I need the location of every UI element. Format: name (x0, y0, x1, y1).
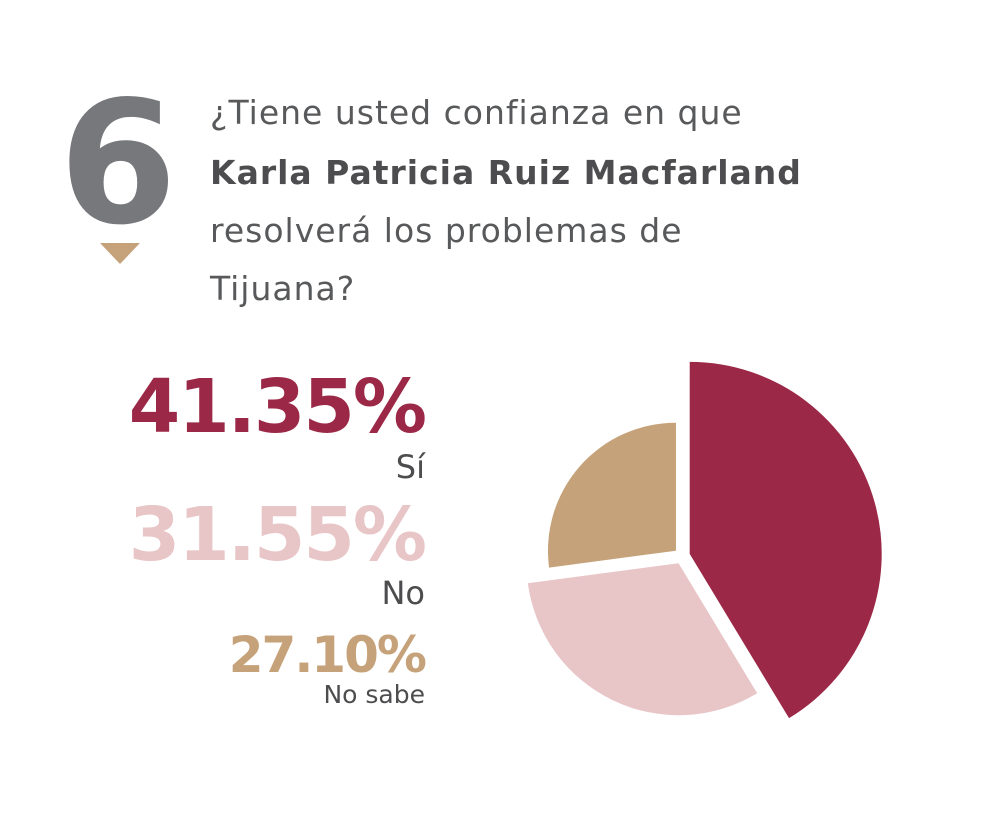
value-label: 27.10% (229, 626, 426, 684)
value-label: 31.55% (129, 492, 425, 578)
value-label: 41.35% (129, 364, 425, 450)
question-line: resolverá los problemas de (210, 211, 683, 250)
question-line: Tijuana? (209, 269, 355, 308)
category-label: Sí (396, 448, 426, 486)
pie-slice (527, 563, 758, 716)
pie-slice (689, 361, 882, 719)
category-label: No sabe (323, 680, 425, 709)
question-line: ¿Tiene usted confianza en que (210, 93, 743, 132)
pie-slice (547, 422, 676, 568)
question-line: Karla Patricia Ruiz Macfarland (210, 153, 802, 192)
pointer (100, 243, 140, 264)
question-number: 6 (59, 65, 177, 263)
category-label: No (381, 574, 425, 612)
